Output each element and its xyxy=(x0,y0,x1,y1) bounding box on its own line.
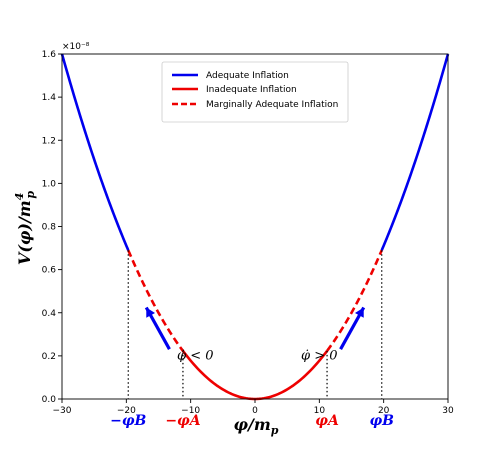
y-tick-label-5: 1.0 xyxy=(42,179,57,189)
series-0-segment-1 xyxy=(380,53,450,251)
series-2-segment-0 xyxy=(127,249,184,352)
y-tick-label-3: 0.6 xyxy=(42,266,57,276)
x-tick-label-2: −10 xyxy=(181,406,200,416)
legend-label-marginal: Marginally Adequate Inflation xyxy=(206,100,338,110)
x-tick-label-0: −30 xyxy=(53,406,72,416)
x-tick-label-4: 10 xyxy=(314,406,326,416)
axes: −30 −20 −10 0 10 20 30 0.0 0.2 0.4 0.6 0.8 1.0 1.2 1.4… xyxy=(42,50,454,416)
legend: Adequate Inflation Inadequate Inflation … xyxy=(161,61,349,123)
arrow-right-head xyxy=(354,307,364,318)
series-0-segment-0 xyxy=(60,53,130,251)
y-tick-label-6: 1.2 xyxy=(42,136,56,146)
y-tick-label-0: 0.0 xyxy=(42,395,57,405)
legend-label-adequate: Adequate Inflation xyxy=(206,71,289,81)
phi-marker-label-3: φB xyxy=(369,413,394,429)
labels: φ̇ < 0 φ̇ > 0 −φB −φA φA φB xyxy=(110,348,394,429)
arrow-left-head xyxy=(146,307,156,318)
phi-marker-label-2: φA xyxy=(315,413,339,429)
y-tick-label-2: 0.4 xyxy=(42,309,57,319)
x-tick-label-6: 30 xyxy=(442,406,454,416)
legend-box xyxy=(161,61,349,123)
x-tick-label-1: −20 xyxy=(117,406,136,416)
x-axis-title: φ/mp xyxy=(234,415,279,437)
phidot-annotation-1: φ̇ > 0 xyxy=(301,348,338,363)
y-scale-label: ×10⁻⁸ xyxy=(62,42,90,52)
phidot-annotation-0: φ̇ < 0 xyxy=(177,348,214,363)
x-tick-label-3: 0 xyxy=(252,406,258,416)
phi-marker-label-0: −φB xyxy=(110,413,146,429)
y-tick-label-1: 0.2 xyxy=(42,352,56,362)
y-axis-title: V(φ)/m4p xyxy=(13,191,37,265)
y-tick-label-4: 0.8 xyxy=(42,223,57,233)
phi-marker-label-1: −φA xyxy=(165,413,200,429)
y-tick-label-8: 1.6 xyxy=(42,50,57,60)
legend-label-inadequate: Inadequate Inflation xyxy=(206,85,297,95)
series-2-segment-1 xyxy=(326,249,383,352)
x-tick-label-5: 20 xyxy=(378,406,390,416)
y-tick-label-7: 1.4 xyxy=(42,93,57,103)
